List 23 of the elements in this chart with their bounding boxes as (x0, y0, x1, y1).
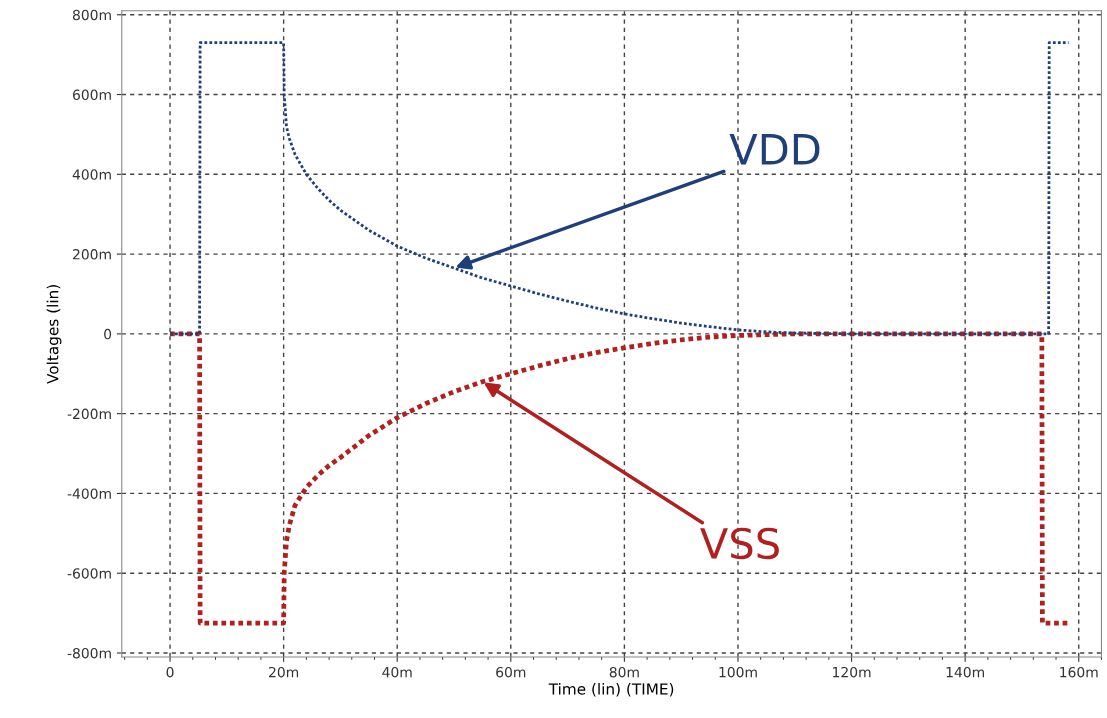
x-tick-label: 80m (609, 666, 639, 678)
y-tick-label: -400m (67, 488, 111, 499)
y-axis-title: Voltages (lin) (46, 285, 62, 384)
x-tick-label: 0 (166, 666, 174, 678)
y-tick-label: -800m (67, 647, 111, 659)
y-tick-label: -200m (67, 408, 111, 420)
x-tick-label: 100m (719, 666, 757, 678)
y-tick-label: 400m (72, 169, 111, 180)
text: VSS (700, 527, 779, 560)
x-tick-label: 60m (496, 666, 526, 678)
y-tick-label: 0 (104, 328, 112, 340)
x-tick-label: 40m (382, 666, 412, 678)
x-axis-title: Time (lin) (TIME) (548, 682, 674, 697)
y-tick-label: 600m (72, 89, 111, 101)
x-tick-label: 160m (1060, 666, 1098, 678)
line-series (168, 41, 1070, 336)
text: VDD (729, 134, 820, 165)
x-tick-label: 140m (946, 666, 984, 678)
y-tick-label: 200m (73, 249, 111, 260)
x-tick-label: 20m (269, 666, 299, 678)
x-tick-label: 120m (833, 666, 871, 678)
y-tick-label: -600m (67, 568, 111, 579)
y-tick-label: 800m (72, 9, 111, 21)
